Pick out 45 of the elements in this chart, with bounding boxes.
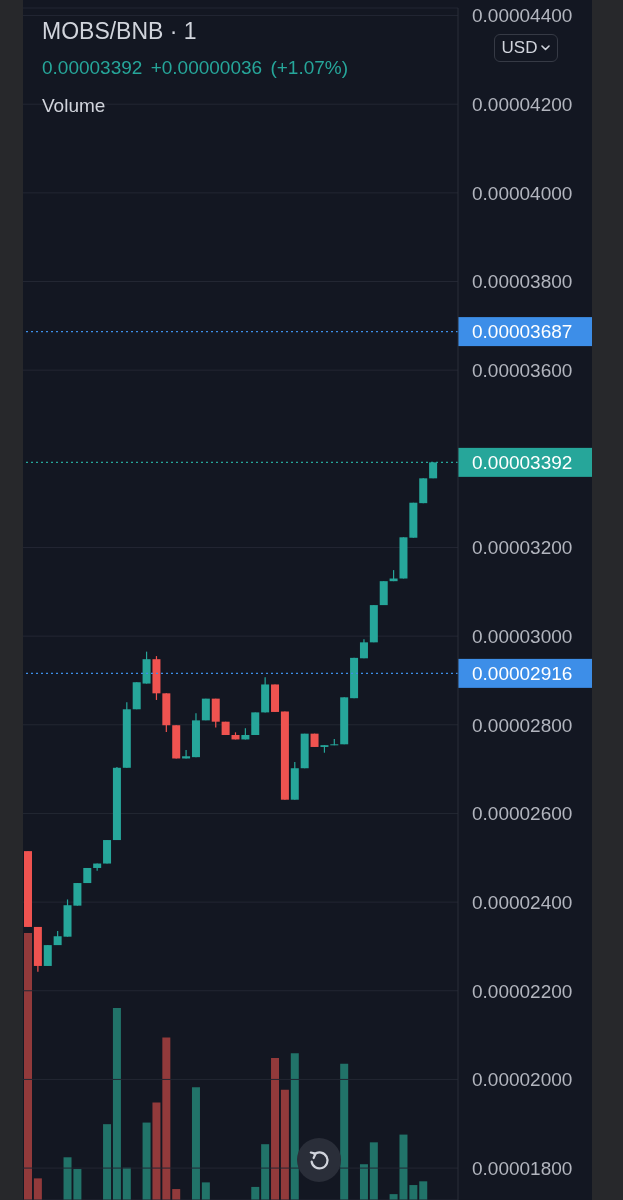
bar xyxy=(191,1087,200,1200)
text: 0.00003392 +0.00000036 (+1.07%) xyxy=(42,57,349,79)
y-tick-label: 0.00003800 xyxy=(472,271,573,293)
bar xyxy=(162,1037,171,1200)
bar xyxy=(142,1122,151,1200)
bar xyxy=(172,1189,181,1200)
y-tick-label: 0.00004400 xyxy=(472,5,573,27)
bar xyxy=(24,933,32,1200)
y-tick-label: 0.00002600 xyxy=(472,803,573,825)
bar xyxy=(201,1182,210,1200)
candlestick xyxy=(103,839,112,865)
bar xyxy=(112,1008,121,1200)
bar xyxy=(419,1181,428,1200)
dropdown: USD xyxy=(494,34,558,62)
bar xyxy=(33,1178,42,1200)
chart-title: Volume xyxy=(42,95,106,117)
bar xyxy=(369,1142,378,1200)
y-tick-label: 0.00004200 xyxy=(472,93,573,115)
y-tick-label: 0.00003000 xyxy=(472,625,573,647)
candlestick xyxy=(251,711,260,736)
y-tick-label: 0.00003200 xyxy=(472,537,573,559)
y-tick-label: 0.00002200 xyxy=(472,980,573,1002)
y-tick-label: 0.00002800 xyxy=(472,714,573,736)
bar xyxy=(251,1186,260,1200)
candlestick xyxy=(211,698,220,729)
bar xyxy=(280,1089,289,1200)
y-tick-label: 0.00003600 xyxy=(472,359,573,381)
y-tick-label: 0.00001800 xyxy=(472,1157,573,1179)
ref-line-label: 0.00003392 xyxy=(472,452,573,474)
bar xyxy=(409,1185,418,1200)
candlestick xyxy=(43,944,52,967)
bar xyxy=(290,1053,299,1200)
bar xyxy=(271,1057,280,1200)
bar xyxy=(359,1164,368,1200)
ref-line-label: 0.00002916 xyxy=(472,663,573,685)
bar xyxy=(122,1167,131,1200)
bar xyxy=(103,1124,112,1200)
bar xyxy=(152,1102,161,1200)
chart-title: MOBS/BNB · 1 xyxy=(42,18,197,45)
y-tick-label: 0.00002000 xyxy=(472,1069,573,1091)
ref-line-label: 0.00003687 xyxy=(472,321,573,343)
bar xyxy=(340,1063,349,1200)
bar xyxy=(261,1144,270,1200)
y-tick-label: 0.00004000 xyxy=(472,182,573,204)
y-tick-label: 0.00002400 xyxy=(472,891,573,913)
